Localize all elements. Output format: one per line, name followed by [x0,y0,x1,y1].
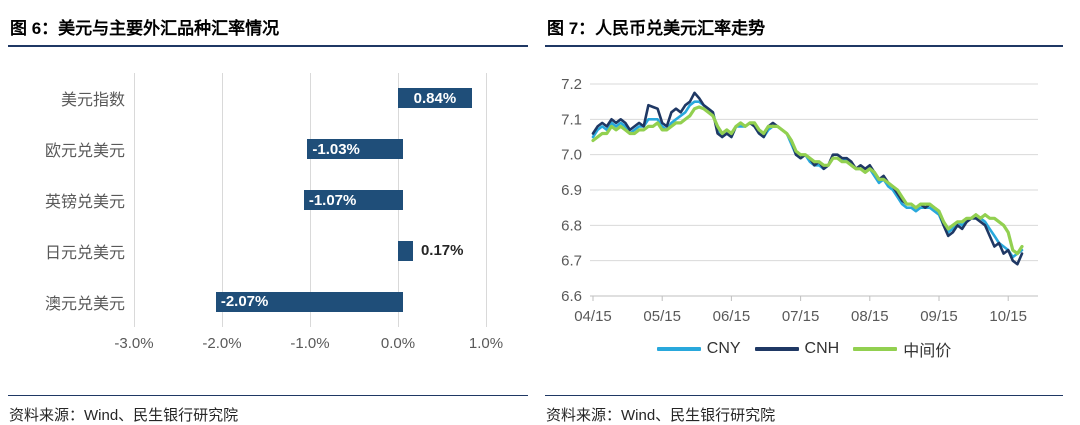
bar-x-tick-label: -2.0% [202,335,242,352]
bar-value-label: -2.07% [220,293,269,311]
y-tick-label: 6.7 [561,253,582,270]
figure6-chart: 美元指数欧元兑美元英镑兑美元日元兑美元澳元兑美元 -3.0% -2.0% -1.0%… [8,47,528,377]
legend-swatch-CNH [754,347,799,351]
x-tick-label: 06/15 [713,308,751,325]
y-tick-label: 6.6 [561,288,582,305]
bar-category-label: 欧元兑美元 [44,143,125,161]
bar-chart: 美元指数欧元兑美元英镑兑美元日元兑美元澳元兑美元 -3.0% -2.0% -1.0%… [8,47,528,352]
figure6-title: 图 6：美元与主要外汇品种汇率情况 [8,12,528,47]
legend-label: CNY [706,340,741,357]
x-tick-label: 07/15 [782,308,820,325]
legend-label: 中间价 [903,343,952,360]
bar-value-label: -1.03% [312,140,360,158]
bar-gridline [134,73,135,327]
legend-label: CNH [804,340,840,357]
figure7-title: 图 7：人民币兑美元汇率走势 [545,12,1063,47]
x-tick-label: 08/15 [851,308,889,325]
y-tick-label: 6.8 [561,217,582,234]
legend-swatch-CNY [656,347,701,351]
x-tick-label: 09/15 [920,308,958,325]
x-tick-label: 10/15 [989,308,1027,325]
x-tick-label: 04/15 [574,308,612,325]
bar-value-label: 0.17% [420,241,464,259]
bar-x-tick-label: 0.0% [380,335,416,352]
y-tick-label: 7.1 [561,111,582,128]
bar-x-tick-label: -1.0% [290,335,330,352]
bar-value-label: 0.84% [413,89,457,107]
bar: -1.07% [303,190,403,210]
line-chart-svg: 7.2 7.1 7.0 6.9 6.8 6.7 6.6 04/15 05/15 06/15 07/1… [561,76,1038,325]
bar-gridline [222,73,223,327]
y-tick-label: 6.9 [561,182,582,199]
legend-swatch-中间价 [853,347,898,351]
x-tick-label: 05/15 [643,308,681,325]
legend-item: 中间价 [853,337,951,361]
bar-plot: -3.0% -2.0% -1.0% 0.0% 1.0% 0.84% -1.03% -1.07%… [114,73,503,352]
bar: -2.07% [215,291,403,312]
figure7-chart: 7.2 7.1 7.0 6.9 6.8 6.7 6.6 04/15 05/15 06/15 07/1… [545,47,1063,377]
bar-gridline [486,73,487,327]
figure6-panel: 图 6：美元与主要外汇品种汇率情况 美元指数欧元兑美元英镑兑美元日元兑美元澳元兑… [8,12,528,425]
bar: 0.84% [398,88,472,109]
bar-categories: 美元指数欧元兑美元英镑兑美元日元兑美元澳元兑美元 [8,73,134,327]
bar-category-label: 美元指数 [60,92,125,110]
bar [398,240,413,261]
bar-x-tick-label: 1.0% [468,335,504,352]
y-tick-label: 7.0 [561,147,582,164]
figure7-panel: 图 7：人民币兑美元汇率走势 7.2 7.1 7.0 6.9 6.8 6.7 6.6 04/1… [545,12,1063,425]
figure6-source: 资料来源：Wind、民生银行研究院 [8,395,528,425]
bar-x-tick-label: -3.0% [114,335,154,352]
line-legend: CNY CNH 中间价 [545,338,1063,360]
bar: -1.03% [307,139,403,160]
figure7-source: 资料来源：Wind、民生银行研究院 [545,395,1063,425]
legend-item: CNH [754,340,840,358]
bar-value-label: -1.07% [308,191,357,209]
legend-item: CNY [656,340,741,358]
bar-category-label: 英镑兑美元 [44,193,125,211]
y-tick-label: 7.2 [561,76,582,93]
bar-category-label: 澳元兑美元 [44,295,125,313]
series-line-中间价 [591,105,1024,256]
bar-category-label: 日元兑美元 [44,244,125,262]
